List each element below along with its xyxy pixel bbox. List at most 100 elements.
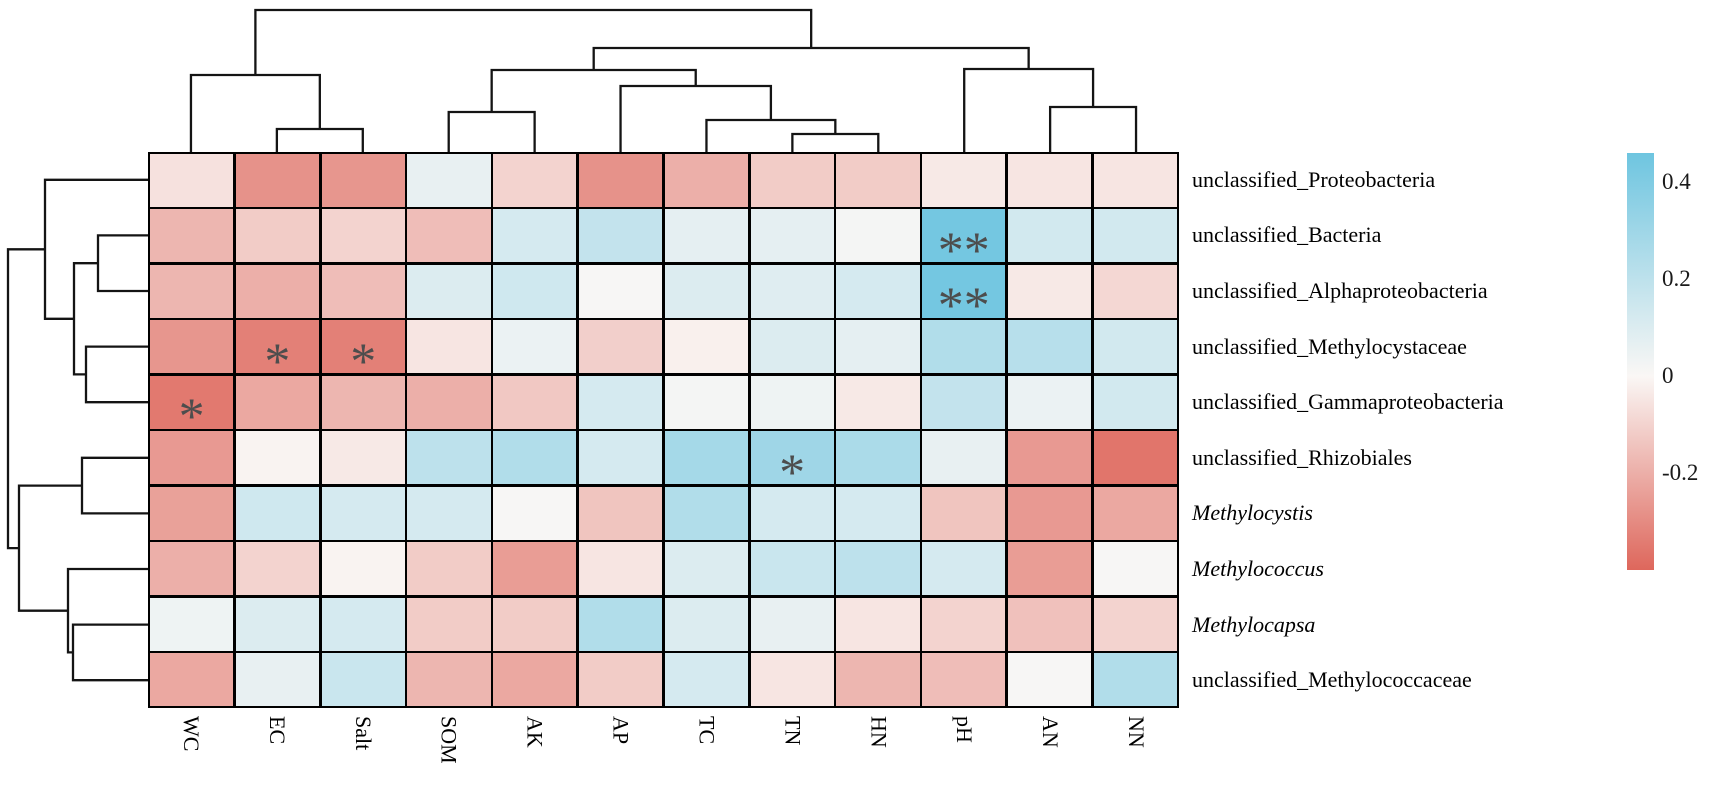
heatmap-cell (407, 542, 491, 596)
column-dendrogram-path (189, 8, 1138, 154)
column-label: TN (780, 716, 806, 746)
heatmap-cell (407, 154, 491, 207)
heatmap-cell (150, 320, 234, 374)
heatmap-cell: ** (922, 209, 1006, 279)
heatmap-cell (493, 209, 577, 263)
heatmap-cell (664, 209, 749, 263)
heatmap-cell (578, 320, 663, 374)
heatmap-cell (321, 209, 405, 263)
heatmap-cell (836, 154, 920, 207)
heatmap-cell (836, 542, 920, 596)
heatmap-cell (836, 209, 920, 263)
heatmap-cell (1093, 486, 1177, 540)
column-label: AP (608, 716, 634, 745)
heatmap-cell (1007, 597, 1092, 651)
colorbar-gradient (1627, 153, 1654, 570)
row-label: Methylocapsa (1192, 611, 1316, 637)
heatmap-cell (150, 597, 234, 651)
heatmap-cell (664, 486, 749, 540)
heatmap-cell (493, 375, 577, 429)
heatmap-cell (235, 653, 320, 706)
heatmap-cell (150, 486, 234, 540)
heatmap-cell (578, 264, 663, 318)
heatmap-cell (321, 431, 405, 485)
heatmap-cell (235, 154, 320, 207)
heatmap-cell (1093, 597, 1177, 651)
heatmap-cell (1093, 431, 1177, 485)
heatmap-cell: * (235, 320, 320, 390)
column-label: EC (264, 716, 290, 745)
colorbar-tick-label: 0.2 (1662, 266, 1691, 292)
heatmap-cell (664, 597, 749, 651)
row-label: unclassified_Bacteria (1192, 222, 1382, 248)
row-label: unclassified_Rhizobiales (1192, 444, 1412, 470)
heatmap-cell: * (150, 375, 234, 446)
heatmap-cell (750, 375, 834, 429)
heatmap-cell (407, 486, 491, 540)
colorbar-tick-label: 0.4 (1662, 169, 1691, 195)
heatmap-cell (1007, 264, 1092, 318)
heatmap-cell (664, 320, 749, 374)
heatmap-grid: ** ** * * * * (148, 152, 1179, 708)
column-label: HN (866, 716, 892, 748)
heatmap-cell (1093, 209, 1177, 263)
column-label: AN (1038, 716, 1064, 748)
heatmap-cell (836, 653, 920, 706)
heatmap-cell (407, 209, 491, 263)
heatmap-cell (150, 264, 234, 318)
heatmap-cell (150, 431, 234, 485)
heatmap-cell (1093, 375, 1177, 429)
heatmap-cell (836, 320, 920, 374)
heatmap-cell (1093, 653, 1177, 706)
heatmap-cell (1007, 431, 1092, 485)
heatmap-cell (407, 375, 491, 429)
heatmap-cell: ** (922, 264, 1006, 335)
row-dendrogram (6, 178, 150, 682)
heatmap-cell (578, 653, 663, 706)
heatmap-cell (578, 375, 663, 429)
heatmap-cell: * (321, 320, 405, 390)
heatmap-cell (235, 431, 320, 485)
heatmap-cell (407, 653, 491, 706)
heatmap-cell (1093, 320, 1177, 374)
heatmap-cell (235, 597, 320, 651)
heatmap-cell (150, 154, 234, 207)
heatmap-cell (321, 653, 405, 706)
heatmap-cell (493, 597, 577, 651)
heatmap-cell (235, 264, 320, 318)
heatmap-cell (321, 264, 405, 318)
heatmap-cell (321, 597, 405, 651)
heatmap-cell (836, 264, 920, 318)
heatmap-cell (1007, 653, 1092, 706)
row-label: unclassified_Alphaproteobacteria (1192, 278, 1488, 303)
column-label: TC (694, 716, 720, 745)
heatmap-cell (750, 154, 834, 207)
heatmap-cell (922, 320, 1006, 374)
heatmap-cell (836, 597, 920, 651)
heatmap-cell (235, 375, 320, 429)
heatmap-cell (922, 653, 1006, 706)
heatmap-cell (922, 597, 1006, 651)
heatmap-cell (750, 542, 834, 596)
column-label: AK (522, 716, 548, 748)
heatmap-cell (578, 209, 663, 263)
column-label: pH (952, 716, 978, 743)
heatmap-cell (235, 542, 320, 596)
heatmap-cell (321, 154, 405, 207)
heatmap-cell (493, 486, 577, 540)
heatmap-cell (750, 320, 834, 374)
heatmap-cell (664, 264, 749, 318)
row-label: unclassified_Proteobacteria (1192, 166, 1436, 192)
row-label: unclassified_Methylocystaceae (1192, 333, 1467, 359)
heatmap-cell (493, 542, 577, 596)
heatmap-cell (1007, 375, 1092, 429)
heatmap-cell (836, 375, 920, 429)
heatmap-cell (1093, 154, 1177, 207)
column-dendrogram (189, 8, 1138, 154)
column-label: SOM (436, 716, 462, 764)
heatmap-cell (321, 486, 405, 540)
heatmap-cell (493, 154, 577, 207)
heatmap-cell: * (750, 431, 834, 501)
colorbar-tick-label: -0.2 (1662, 460, 1699, 486)
